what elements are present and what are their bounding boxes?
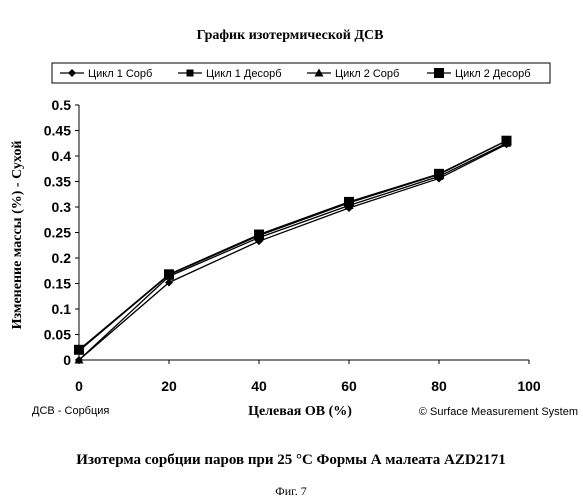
legend-label: Цикл 2 Сорб [335, 68, 399, 80]
figure-caption: Изотерма сорбции паров при 25 °С Формы А… [76, 452, 505, 468]
y-axis-label: Изменение массы (%) - Сухой [10, 141, 25, 330]
data-point-series-4 [502, 136, 512, 146]
legend-label: Цикл 1 Десорб [206, 68, 282, 80]
chart-title: График изотермической ДСВ [197, 28, 384, 43]
legend-label: Цикл 1 Сорб [88, 68, 152, 80]
data-point-series-4 [434, 169, 444, 179]
x-tick-label: 0 [75, 378, 83, 394]
legend-marker [434, 68, 444, 78]
y-tick-label: 0.25 [44, 225, 71, 241]
x-tick-label: 60 [341, 378, 357, 394]
data-point-series-4 [254, 230, 264, 240]
data-point-series-4 [344, 197, 354, 207]
y-tick-label: 0.35 [44, 174, 71, 190]
y-tick-label: 0.1 [52, 301, 72, 317]
legend-label: Цикл 2 Десорб [455, 68, 531, 80]
x-tick-label: 100 [517, 378, 541, 394]
data-point-series-4 [74, 345, 84, 355]
y-tick-label: 0 [63, 352, 71, 368]
x-axis-label: Целевая ОВ (%) [248, 404, 352, 419]
plot-area: 0 0.05 0.1 0.15 0.2 0.25 0.3 0.35 0.4 0.45 0.5 0 20… [44, 97, 541, 394]
legend-marker [187, 70, 194, 77]
y-tick-label: 0.5 [52, 97, 72, 113]
footer-left-label: ДСВ - Сорбция [32, 405, 109, 417]
data-point-series-4 [164, 269, 174, 279]
x-tick-label: 40 [251, 378, 267, 394]
y-tick-label: 0.05 [44, 327, 71, 343]
y-tick-label: 0.45 [44, 123, 71, 139]
y-tick-label: 0.2 [52, 250, 72, 266]
x-tick-label: 80 [431, 378, 447, 394]
y-tick-label: 0.3 [52, 199, 72, 215]
figure-label: Фиг. 7 [275, 484, 306, 498]
footer-right-label: © Surface Measurement System [419, 406, 578, 418]
y-tick-label: 0.4 [52, 148, 72, 164]
y-tick-label: 0.15 [44, 276, 71, 292]
legend: Цикл 1 Сорб Цикл 1 Десорб Цикл 2 Сорб Цикл … [52, 63, 550, 83]
x-tick-label: 20 [161, 378, 177, 394]
